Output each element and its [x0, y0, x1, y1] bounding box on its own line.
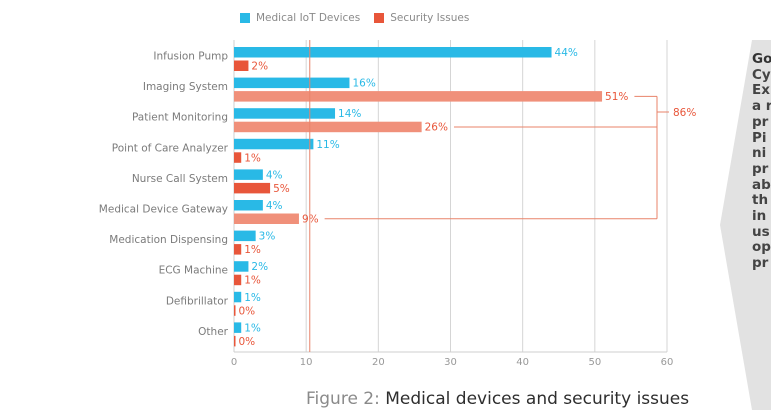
chart-legend: Medical IoT Devices Security Issues — [240, 12, 469, 24]
bar-medical-iot-devices — [234, 200, 263, 211]
data-label-medical-iot-devices: 44% — [555, 47, 578, 59]
data-label-medical-iot-devices: 1% — [244, 322, 261, 334]
side-text-line: pr — [752, 160, 769, 177]
data-label-security-issues: 9% — [302, 214, 319, 226]
data-label-medical-iot-devices: 14% — [338, 108, 361, 120]
data-label-security-issues: 0% — [239, 336, 256, 348]
side-text-line: a r — [752, 98, 771, 115]
bar-medical-iot-devices — [234, 169, 263, 180]
side-text-line: Pi — [752, 129, 767, 146]
side-panel-arrow-shape — [720, 40, 771, 410]
side-text-line: op — [752, 239, 771, 256]
data-label-security-issues: 1% — [244, 275, 261, 287]
bar-medical-iot-devices — [234, 47, 552, 58]
category-label: Point of Care Analyzer — [112, 142, 229, 154]
category-label: Imaging System — [143, 81, 228, 93]
bracket-total-label: 86% — [673, 107, 696, 119]
bar-medical-iot-devices — [234, 77, 350, 89]
x-tick-label: 10 — [300, 357, 313, 368]
side-text-line: Cy — [752, 66, 771, 83]
data-label-medical-iot-devices: 2% — [251, 261, 268, 273]
data-label-medical-iot-devices: 4% — [266, 200, 283, 212]
legend-item-medical-iot-devices: Medical IoT Devices — [240, 12, 360, 24]
x-tick-label: 60 — [661, 357, 674, 368]
category-label: Medication Dispensing — [109, 234, 228, 246]
side-text-line: in — [752, 208, 767, 225]
x-tick-label: 40 — [516, 357, 529, 368]
data-label-security-issues: 26% — [425, 122, 448, 134]
legend-item-security-issues: Security Issues — [374, 12, 469, 24]
bar-security-issues — [234, 274, 242, 286]
data-label-security-issues: 1% — [244, 152, 261, 164]
data-label-medical-iot-devices: 16% — [352, 78, 375, 90]
data-label-medical-iot-devices: 1% — [244, 292, 261, 304]
side-text-line: Ex — [752, 82, 770, 99]
category-label: Patient Monitoring — [132, 112, 228, 124]
bar-security-issues — [234, 121, 422, 133]
category-label: ECG Machine — [159, 265, 228, 277]
side-text-line: ab — [752, 176, 771, 193]
bar-security-issues — [234, 244, 242, 255]
data-label-medical-iot-devices: 3% — [259, 231, 276, 243]
legend-swatch-security-issues — [374, 13, 385, 23]
data-label-security-issues: 1% — [244, 244, 261, 256]
side-text-line: th — [752, 192, 769, 209]
data-label-security-issues: 51% — [605, 91, 628, 103]
data-label-security-issues: 2% — [251, 61, 268, 73]
bar-medical-iot-devices — [234, 261, 249, 272]
bar-medical-iot-devices — [234, 322, 242, 333]
bar-security-issues — [234, 335, 236, 347]
category-label: Infusion Pump — [153, 51, 228, 63]
side-text-line: ni — [752, 145, 767, 162]
x-tick-label: 20 — [372, 357, 385, 368]
side-text-line: pr — [752, 255, 769, 272]
category-label: Other — [198, 326, 228, 338]
caption-title: Medical devices and security issues — [385, 389, 690, 409]
bar-security-issues — [234, 305, 236, 316]
x-tick-label: 50 — [588, 357, 601, 368]
bar-security-issues — [234, 152, 242, 163]
side-text-title: Go — [752, 51, 771, 67]
x-tick-label: 0 — [231, 357, 237, 368]
data-label-security-issues: 5% — [273, 183, 290, 195]
side-text: Go Cy Ex a r pr Pi ni pr ab th in us op pr — [752, 51, 771, 272]
caption-prefix: Figure 2: — [306, 389, 380, 409]
legend-label: Security Issues — [390, 12, 470, 24]
side-text-panel: Go Cy Ex a r pr Pi ni pr ab th in us op pr — [752, 0, 771, 419]
legend-swatch-medical-iot-devices — [240, 13, 250, 23]
figure-caption: Figure 2: Medical devices and security i… — [306, 389, 689, 409]
category-label: Nurse Call System — [132, 173, 228, 185]
bar-medical-iot-devices — [234, 230, 256, 242]
bar-security-issues — [234, 91, 603, 102]
bar-medical-iot-devices — [234, 138, 314, 150]
side-text-line: us — [752, 223, 770, 240]
bar-security-issues — [234, 182, 271, 194]
data-label-security-issues: 0% — [239, 305, 256, 317]
category-label: Defibrillator — [166, 295, 229, 307]
side-text-line: pr — [752, 113, 769, 130]
data-label-medical-iot-devices: 4% — [266, 169, 283, 181]
x-tick-label: 30 — [444, 357, 457, 368]
legend-label: Medical IoT Devices — [256, 12, 361, 24]
category-label: Medical Device Gateway — [99, 204, 228, 216]
bar-medical-iot-devices — [234, 291, 242, 303]
bar-medical-iot-devices — [234, 108, 336, 119]
data-label-medical-iot-devices: 11% — [316, 139, 339, 151]
bar-security-issues — [234, 60, 249, 71]
bar-security-issues — [234, 213, 299, 224]
